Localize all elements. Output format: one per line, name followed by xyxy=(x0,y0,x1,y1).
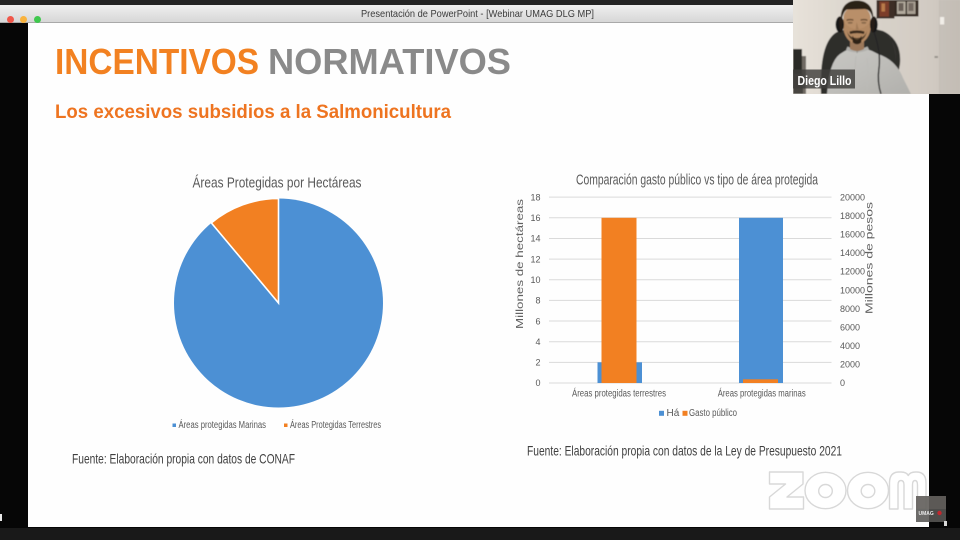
svg-text:8000: 8000 xyxy=(840,304,860,314)
svg-text:6: 6 xyxy=(535,316,540,326)
svg-text:18000: 18000 xyxy=(840,211,865,221)
svg-text:Áreas protegidas Marinas: Áreas protegidas Marinas xyxy=(179,418,267,431)
svg-text:Fuente: Elaboración propia con: Fuente: Elaboración propia con datos de … xyxy=(527,443,842,459)
svg-text:UMAG: UMAG xyxy=(919,511,934,517)
svg-text:Fuente: Elaboración propia con: Fuente: Elaboración propia con datos de … xyxy=(72,451,295,467)
svg-text:20000: 20000 xyxy=(840,192,865,202)
svg-text:18: 18 xyxy=(530,192,540,202)
svg-text:10: 10 xyxy=(530,275,540,285)
svg-text:Presentación de PowerPoint - [: Presentación de PowerPoint - [Webinar UM… xyxy=(361,8,594,20)
svg-text:Áreas Protegidas por Hectáreas: Áreas Protegidas por Hectáreas xyxy=(193,175,362,192)
svg-text:Gasto público: Gasto público xyxy=(689,408,737,419)
svg-text:Comparación gasto público vs t: Comparación gasto público vs tipo de áre… xyxy=(576,173,819,189)
svg-text:4000: 4000 xyxy=(840,341,860,351)
svg-text:16000: 16000 xyxy=(840,230,865,240)
svg-text:INCENTIVOS: INCENTIVOS xyxy=(55,41,259,82)
svg-text:Há: Há xyxy=(667,408,680,419)
svg-text:14000: 14000 xyxy=(840,248,865,258)
svg-text:Los excesivos subsidios a la S: Los excesivos subsidios a la Salmonicult… xyxy=(55,102,451,123)
svg-text:12: 12 xyxy=(530,254,540,264)
svg-text:Diego Lillo: Diego Lillo xyxy=(798,73,852,88)
svg-text:Millones de hectáreas: Millones de hectáreas xyxy=(515,199,526,329)
svg-text:Millones de pesos: Millones de pesos xyxy=(865,202,876,314)
svg-text:2000: 2000 xyxy=(840,360,860,370)
svg-text:8: 8 xyxy=(535,296,540,306)
svg-text:Áreas Protegidas Terrestres: Áreas Protegidas Terrestres xyxy=(290,418,381,431)
svg-text:6000: 6000 xyxy=(840,322,860,332)
svg-text:14: 14 xyxy=(530,234,540,244)
svg-text:NORMATIVOS: NORMATIVOS xyxy=(268,41,511,82)
svg-text:2: 2 xyxy=(535,358,540,368)
svg-text:10000: 10000 xyxy=(840,285,865,295)
svg-text:0: 0 xyxy=(840,378,845,388)
svg-text:4: 4 xyxy=(535,337,540,347)
svg-text:16: 16 xyxy=(530,213,540,223)
svg-text:Áreas protegidas marinas: Áreas protegidas marinas xyxy=(718,387,806,400)
svg-text:12000: 12000 xyxy=(840,267,865,277)
svg-text:Áreas protegidas terrestres: Áreas protegidas terrestres xyxy=(572,387,666,400)
svg-text:0: 0 xyxy=(535,378,540,388)
